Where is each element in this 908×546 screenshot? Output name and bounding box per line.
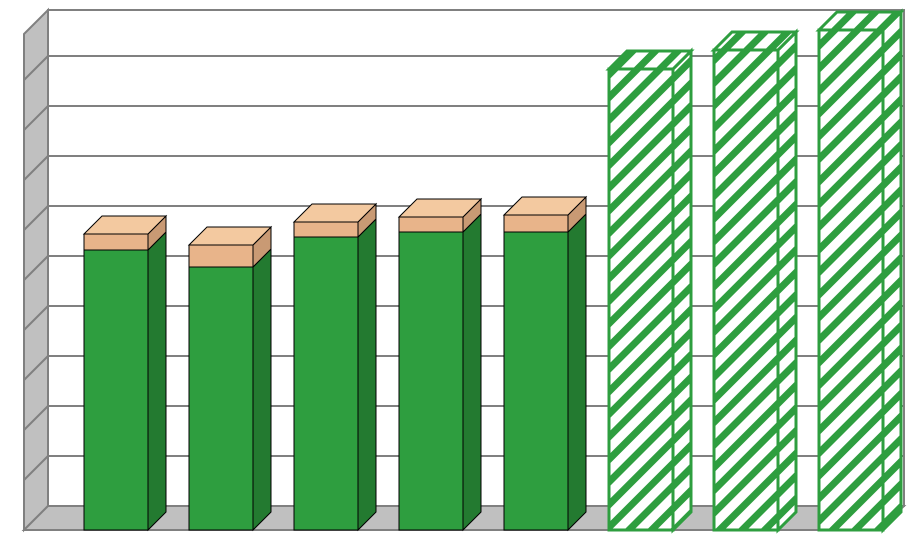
chart-canvas (0, 0, 908, 546)
bar-chart-3d (0, 0, 908, 546)
